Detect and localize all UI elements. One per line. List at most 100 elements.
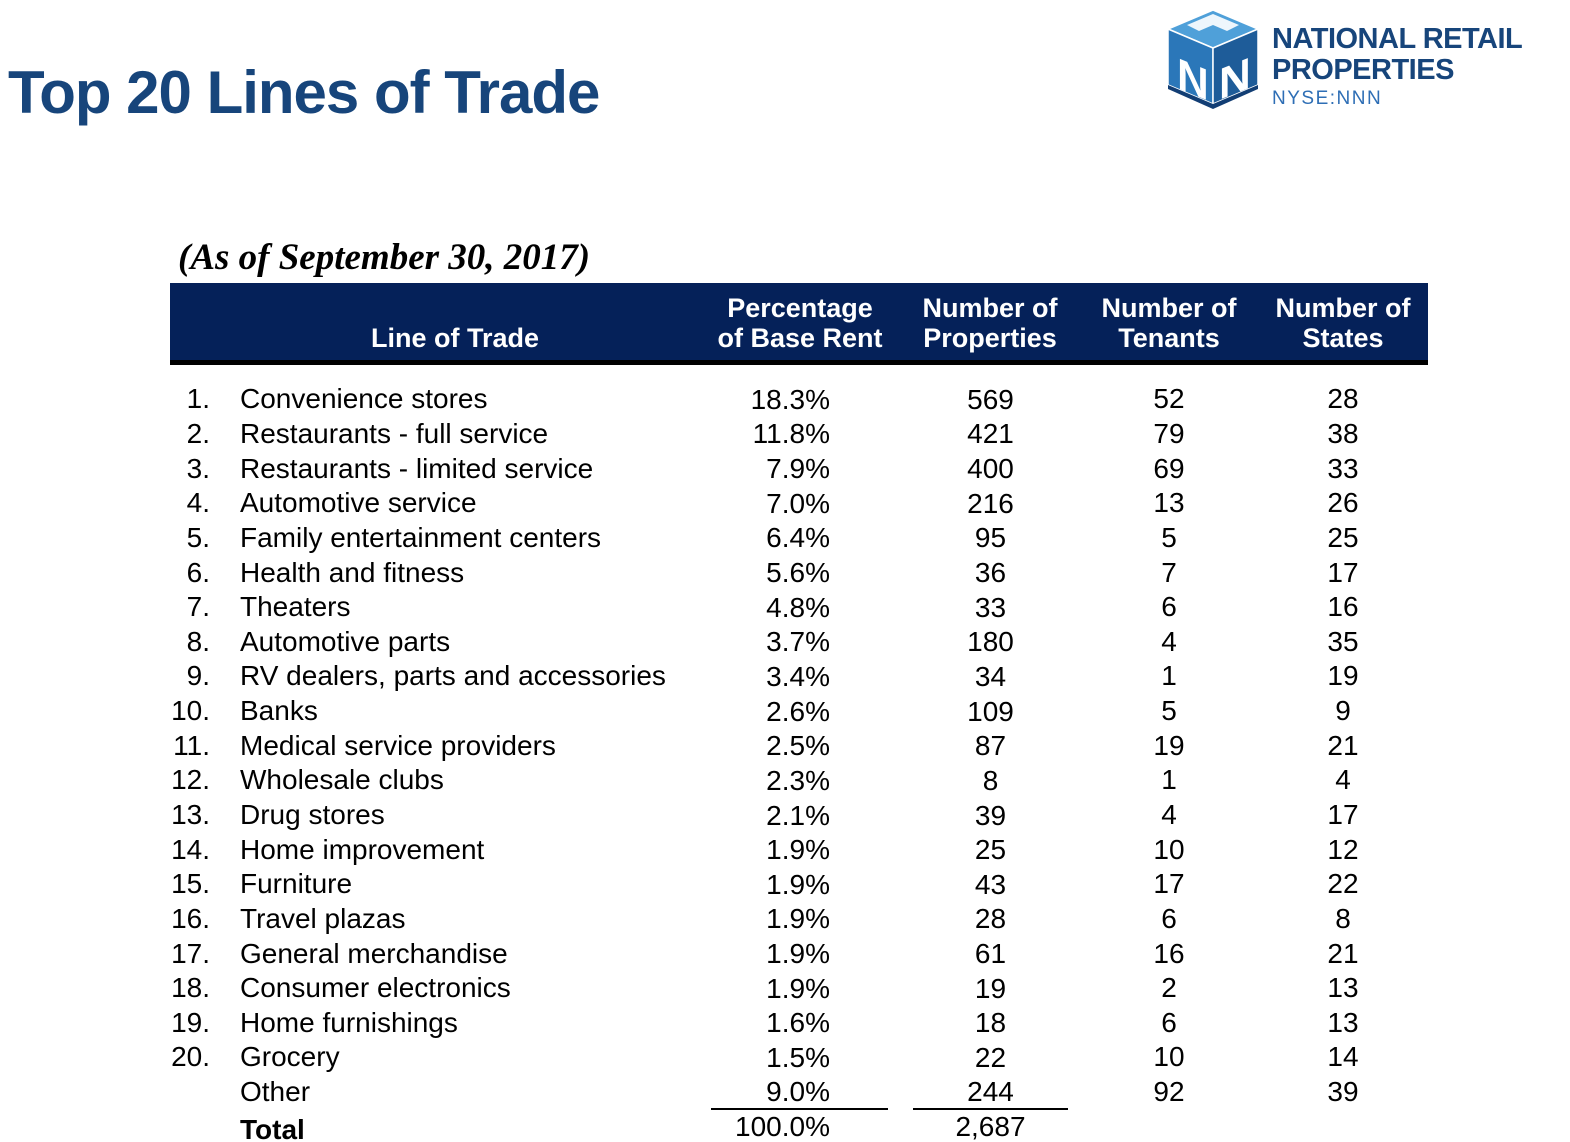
pct-base-rent-cell: 6.4% — [766, 522, 830, 554]
num-states-cell: 13 — [1327, 972, 1359, 1004]
row-number: 19. — [171, 1006, 210, 1038]
num-tenants-cell: 4 — [1161, 625, 1177, 657]
table-row: 9. RV dealers, parts and accessories 3.4… — [170, 659, 1428, 694]
num-states-cell: 26 — [1327, 487, 1359, 519]
lines-of-trade-table: Line of Trade Percentage of Base Rent Nu… — [170, 283, 1428, 1142]
num-properties-cell: 2,687 — [900, 1110, 1080, 1142]
table-row: 13. Drug stores 2.1% 39 4 17 — [170, 798, 1428, 833]
line-of-trade-cell: Theaters — [240, 591, 351, 623]
num-properties-cell: 569 — [967, 383, 1014, 415]
pct-base-rent-cell: 1.6% — [766, 1007, 830, 1039]
table-row: 11. Medical service providers 2.5% 87 19… — [170, 728, 1428, 763]
row-number: 8. — [186, 625, 210, 657]
page-title: Top 20 Lines of Trade — [8, 59, 600, 126]
row-number: 18. — [171, 972, 210, 1004]
num-properties-cell: 61 — [974, 938, 1007, 970]
header-props-line1: Number of — [922, 293, 1058, 323]
line-of-trade-cell: Other — [240, 1076, 311, 1108]
table-row: 17. General merchandise 1.9% 61 16 21 — [170, 936, 1428, 971]
row-number: 11. — [173, 729, 210, 761]
line-of-trade-cell: Family entertainment centers — [240, 521, 602, 553]
line-of-trade-cell: Furniture — [240, 868, 353, 900]
table-row: 19. Home furnishings 1.6% 18 6 13 — [170, 1006, 1428, 1041]
table-row: 5. Family entertainment centers 6.4% 95 … — [170, 521, 1428, 556]
num-tenants-cell: 92 — [1153, 1076, 1185, 1108]
num-properties-cell: 180 — [967, 626, 1014, 658]
num-states-cell: 39 — [1327, 1076, 1359, 1108]
header-line-of-trade: Line of Trade — [170, 283, 700, 365]
logo-ticker: NYSE:NNN — [1272, 88, 1383, 109]
pct-base-rent-cell: 100.0% — [700, 1110, 900, 1142]
line-of-trade-cell: Banks — [240, 695, 318, 727]
num-states-cell: 12 — [1327, 833, 1359, 865]
table-row: 6. Health and fitness 5.6% 36 7 17 — [170, 555, 1428, 590]
header-pct-base-rent: Percentage of Base Rent — [700, 283, 900, 365]
pct-base-rent-cell: 1.9% — [766, 868, 830, 900]
num-tenants-cell: 1 — [1161, 764, 1177, 796]
company-logo: N N NATIONAL RETAIL PROPERTIES NYSE:NNN — [1166, 8, 1523, 118]
row-number: 4. — [186, 487, 210, 519]
line-of-trade-cell: General merchandise — [240, 937, 508, 969]
row-number: 7. — [186, 591, 210, 623]
num-tenants-cell: 5 — [1161, 521, 1177, 553]
num-properties-cell: 95 — [974, 522, 1007, 554]
table-row: 4. Automotive service 7.0% 216 13 26 — [170, 486, 1428, 521]
nnn-cube-logo-icon: N N — [1166, 9, 1260, 110]
table-header-row: Line of Trade Percentage of Base Rent Nu… — [170, 283, 1428, 365]
num-states-cell: 21 — [1327, 937, 1359, 969]
num-properties-cell: 18 — [974, 1007, 1007, 1039]
line-of-trade-cell: RV dealers, parts and accessories — [240, 660, 666, 692]
num-properties-cell: 33 — [974, 591, 1007, 623]
row-number: 20. — [171, 1041, 210, 1073]
table-row: 20. Grocery 1.5% 22 10 14 — [170, 1040, 1428, 1075]
row-number: 15. — [171, 868, 210, 900]
line-of-trade-cell: Health and fitness — [240, 556, 465, 588]
line-of-trade-cell: Drug stores — [240, 799, 385, 830]
num-properties-cell: 87 — [974, 730, 1007, 762]
num-properties-cell: 36 — [974, 557, 1007, 589]
row-number: 9. — [186, 660, 210, 692]
pct-base-rent-cell: 2.6% — [766, 695, 830, 727]
num-tenants-cell: 16 — [1153, 937, 1185, 969]
num-properties-cell: 216 — [967, 487, 1014, 519]
num-tenants-cell: 7 — [1161, 556, 1177, 588]
line-of-trade-cell: Home furnishings — [240, 1006, 458, 1038]
table-body: 1. Convenience stores 18.3% 569 52 28 2.… — [170, 363, 1428, 1142]
table-row: Total 100.0% 2,687 — [170, 1110, 1428, 1142]
row-number: 10. — [171, 695, 210, 727]
num-states-cell: 25 — [1327, 521, 1359, 553]
num-properties-cell: 421 — [967, 418, 1014, 450]
line-of-trade-cell: Automotive parts — [240, 625, 451, 657]
pct-base-rent-cell: 1.9% — [766, 938, 830, 970]
num-tenants-cell: 79 — [1153, 417, 1185, 449]
pct-base-rent-cell: 2.1% — [766, 799, 830, 831]
line-of-trade-cell: Medical service providers — [240, 729, 556, 761]
line-of-trade-cell: Wholesale clubs — [240, 764, 444, 796]
num-states-cell: 22 — [1327, 868, 1359, 900]
num-tenants-cell: 2 — [1161, 972, 1177, 1004]
table-row: 2. Restaurants - full service 11.8% 421 … — [170, 417, 1428, 452]
pct-base-rent-cell: 9.0% — [700, 1075, 900, 1110]
num-states-cell: 13 — [1327, 1006, 1359, 1038]
table-row: 1. Convenience stores 18.3% 569 52 28 — [170, 363, 1428, 417]
line-of-trade-cell: Grocery — [240, 1041, 340, 1073]
num-tenants-cell: 6 — [1161, 591, 1177, 623]
num-tenants-cell: 17 — [1153, 868, 1185, 900]
num-properties-cell: 400 — [967, 453, 1014, 485]
pct-base-rent-cell: 5.6% — [766, 557, 830, 589]
line-of-trade-cell: Total — [240, 1114, 305, 1142]
num-properties-cell: 28 — [974, 903, 1007, 935]
table-row: 7. Theaters 4.8% 33 6 16 — [170, 590, 1428, 625]
num-tenants-cell: 1 — [1161, 660, 1177, 692]
row-number: 1. — [186, 383, 210, 415]
table-row: Other 9.0% 244 92 39 — [170, 1075, 1428, 1110]
line-of-trade-cell: Convenience stores — [240, 383, 488, 415]
pct-base-rent-cell: 2.3% — [766, 764, 830, 796]
row-number — [170, 1075, 240, 1110]
num-tenants-cell: 19 — [1153, 729, 1185, 761]
table-row: 16. Travel plazas 1.9% 28 6 8 — [170, 902, 1428, 937]
num-tenants-cell: 6 — [1161, 1006, 1177, 1038]
table-row: 8. Automotive parts 3.7% 180 4 35 — [170, 624, 1428, 659]
num-tenants-cell: 6 — [1161, 902, 1177, 934]
table-row: 3. Restaurants - limited service 7.9% 40… — [170, 451, 1428, 486]
